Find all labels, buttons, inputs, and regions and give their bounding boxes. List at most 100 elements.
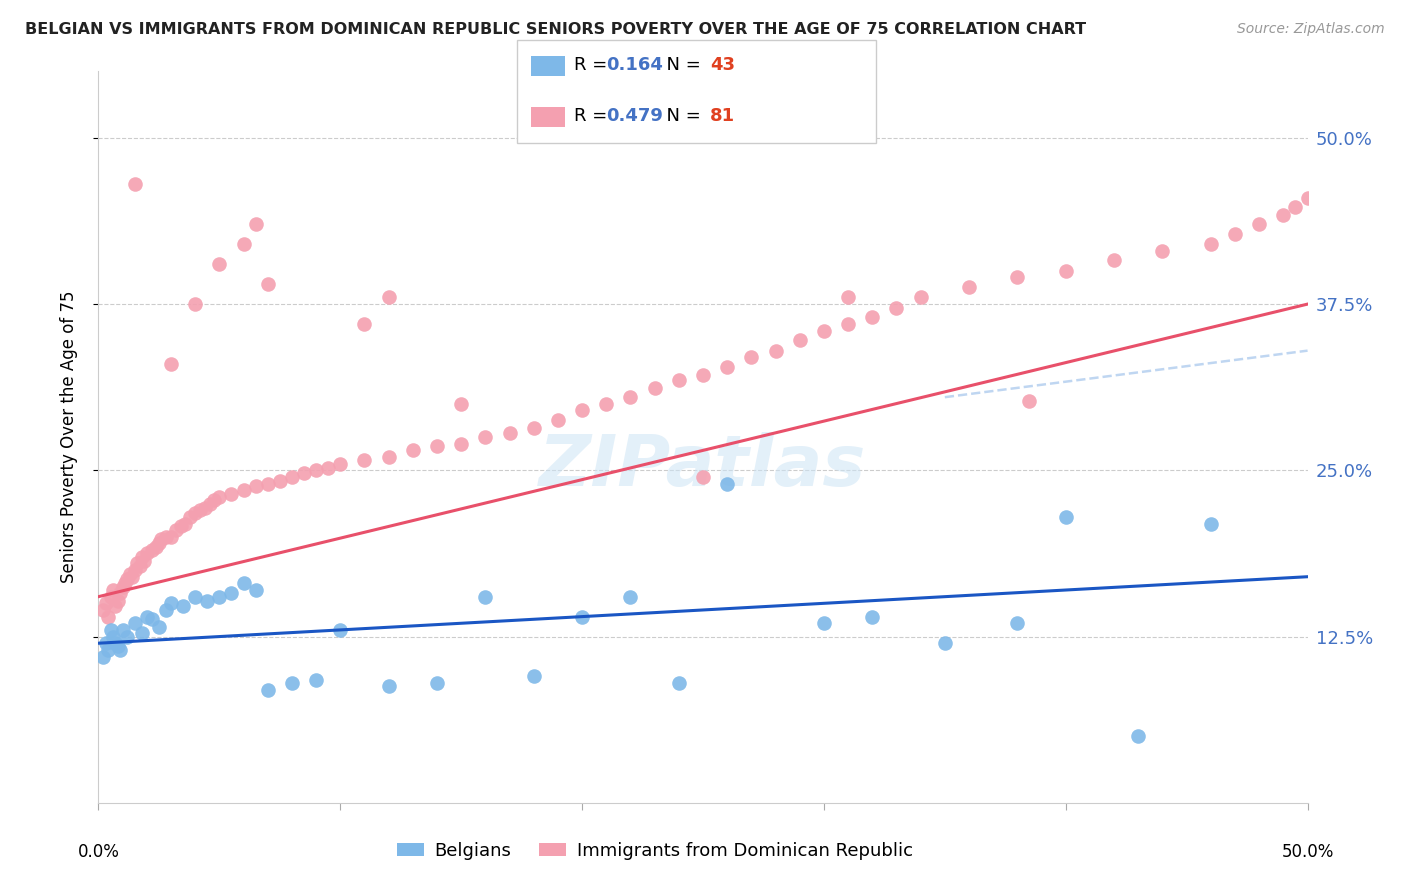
Point bbox=[1223, 227, 1246, 241]
Point bbox=[1102, 253, 1125, 268]
Point bbox=[232, 483, 254, 498]
Point bbox=[789, 333, 811, 347]
Point bbox=[198, 497, 221, 511]
Point bbox=[1272, 208, 1295, 222]
Point bbox=[114, 576, 136, 591]
Point bbox=[692, 470, 714, 484]
Point bbox=[108, 585, 131, 599]
Point bbox=[127, 557, 149, 571]
Point bbox=[498, 426, 520, 441]
Point bbox=[104, 599, 127, 613]
Point bbox=[644, 381, 666, 395]
Point bbox=[100, 623, 122, 637]
Point bbox=[813, 324, 835, 338]
Point bbox=[269, 474, 291, 488]
Point bbox=[1199, 516, 1222, 531]
Text: 0.0%: 0.0% bbox=[77, 843, 120, 861]
Point bbox=[1249, 217, 1271, 231]
Point bbox=[117, 573, 139, 587]
Text: R =: R = bbox=[574, 107, 613, 125]
Point bbox=[474, 430, 496, 444]
Point bbox=[91, 649, 114, 664]
Point bbox=[329, 623, 352, 637]
Point bbox=[765, 343, 787, 358]
Text: BELGIAN VS IMMIGRANTS FROM DOMINICAN REPUBLIC SENIORS POVERTY OVER THE AGE OF 75: BELGIAN VS IMMIGRANTS FROM DOMINICAN REP… bbox=[25, 22, 1087, 37]
Point bbox=[316, 460, 339, 475]
Point bbox=[619, 590, 641, 604]
Point bbox=[450, 397, 472, 411]
Point bbox=[124, 616, 146, 631]
Point bbox=[256, 277, 278, 292]
Point bbox=[128, 559, 150, 574]
Point bbox=[232, 237, 254, 252]
Point bbox=[329, 457, 352, 471]
Point bbox=[141, 543, 163, 558]
Text: 0.479: 0.479 bbox=[606, 107, 662, 125]
Text: 50.0%: 50.0% bbox=[1281, 843, 1334, 861]
Point bbox=[135, 609, 157, 624]
Point bbox=[716, 476, 738, 491]
Point bbox=[101, 630, 124, 644]
Point bbox=[165, 523, 187, 537]
Point bbox=[160, 596, 183, 610]
Point bbox=[97, 643, 120, 657]
Point bbox=[135, 546, 157, 560]
Point bbox=[194, 500, 217, 515]
Point bbox=[377, 450, 399, 464]
Point bbox=[148, 620, 170, 634]
Point bbox=[426, 676, 449, 690]
Point bbox=[571, 403, 593, 417]
Point bbox=[232, 576, 254, 591]
Text: R =: R = bbox=[574, 56, 613, 74]
Point bbox=[934, 636, 956, 650]
Point bbox=[1007, 270, 1029, 285]
Point bbox=[860, 609, 883, 624]
Point bbox=[256, 476, 278, 491]
Point bbox=[305, 673, 328, 688]
Point bbox=[450, 436, 472, 450]
Point bbox=[204, 492, 226, 507]
Point bbox=[208, 490, 231, 504]
Point bbox=[1199, 237, 1222, 252]
Point bbox=[402, 443, 425, 458]
Point bbox=[131, 625, 153, 640]
Point bbox=[184, 506, 207, 520]
Point bbox=[195, 593, 218, 607]
Point bbox=[111, 580, 134, 594]
Point bbox=[111, 623, 134, 637]
Point bbox=[118, 567, 141, 582]
Point bbox=[91, 603, 114, 617]
Point bbox=[150, 533, 173, 547]
Point bbox=[188, 503, 211, 517]
Point bbox=[124, 178, 146, 192]
Point bbox=[619, 390, 641, 404]
Point bbox=[1054, 264, 1077, 278]
Point bbox=[886, 301, 908, 315]
Point bbox=[571, 609, 593, 624]
Point bbox=[281, 470, 304, 484]
Point bbox=[1018, 394, 1040, 409]
Point bbox=[101, 582, 124, 597]
Point bbox=[595, 397, 617, 411]
Point bbox=[100, 590, 122, 604]
Point bbox=[245, 582, 267, 597]
Point bbox=[377, 290, 399, 304]
Point bbox=[668, 676, 690, 690]
Point bbox=[716, 359, 738, 374]
Point bbox=[221, 585, 243, 599]
Point bbox=[160, 357, 183, 371]
Point bbox=[172, 599, 194, 613]
Legend: Belgians, Immigrants from Dominican Republic: Belgians, Immigrants from Dominican Repu… bbox=[389, 835, 920, 867]
Point bbox=[108, 643, 131, 657]
Point bbox=[740, 351, 762, 365]
Point bbox=[281, 676, 304, 690]
Point bbox=[523, 669, 546, 683]
Point bbox=[1007, 616, 1029, 631]
Point bbox=[813, 616, 835, 631]
Point bbox=[155, 530, 177, 544]
Point bbox=[145, 541, 167, 555]
Y-axis label: Seniors Poverty Over the Age of 75: Seniors Poverty Over the Age of 75 bbox=[59, 291, 77, 583]
Point bbox=[957, 280, 980, 294]
Point bbox=[353, 452, 375, 467]
Point bbox=[169, 519, 191, 533]
